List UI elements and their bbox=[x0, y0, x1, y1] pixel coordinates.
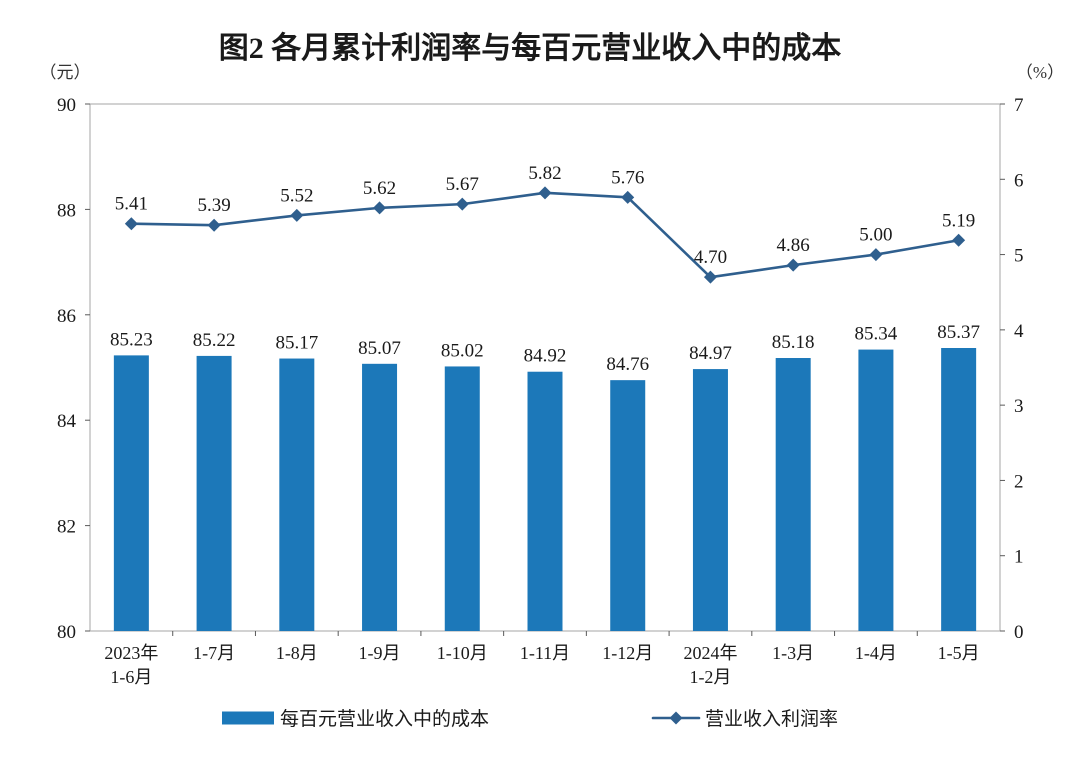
svg-text:5: 5 bbox=[1014, 246, 1024, 267]
svg-text:2024年: 2024年 bbox=[683, 643, 737, 663]
svg-text:85.23: 85.23 bbox=[110, 329, 153, 350]
svg-text:5.62: 5.62 bbox=[363, 178, 396, 199]
svg-text:1-5月: 1-5月 bbox=[938, 643, 980, 663]
svg-text:1-8月: 1-8月 bbox=[276, 643, 318, 663]
svg-text:85.02: 85.02 bbox=[441, 340, 484, 361]
svg-text:5.39: 5.39 bbox=[197, 195, 230, 216]
svg-text:1-3月: 1-3月 bbox=[772, 643, 814, 663]
svg-text:5.67: 5.67 bbox=[446, 174, 479, 195]
svg-text:1: 1 bbox=[1014, 547, 1024, 568]
svg-text:88: 88 bbox=[57, 200, 76, 221]
svg-text:85.07: 85.07 bbox=[358, 338, 401, 359]
svg-text:84.76: 84.76 bbox=[606, 354, 649, 375]
svg-text:每百元营业收入中的成本: 每百元营业收入中的成本 bbox=[280, 708, 489, 730]
svg-text:2023年: 2023年 bbox=[104, 643, 158, 663]
svg-text:90: 90 bbox=[57, 95, 76, 116]
svg-text:84.92: 84.92 bbox=[524, 346, 567, 367]
svg-text:1-10月: 1-10月 bbox=[437, 643, 488, 663]
svg-text:2: 2 bbox=[1014, 471, 1024, 492]
svg-text:5.82: 5.82 bbox=[528, 163, 561, 184]
svg-text:（%）: （%） bbox=[1016, 63, 1064, 82]
svg-text:80: 80 bbox=[57, 622, 76, 643]
svg-text:1-12月: 1-12月 bbox=[602, 643, 653, 663]
svg-text:4.70: 4.70 bbox=[694, 247, 727, 268]
svg-text:82: 82 bbox=[57, 517, 76, 538]
svg-text:5.19: 5.19 bbox=[942, 210, 975, 231]
svg-text:营业收入利润率: 营业收入利润率 bbox=[705, 708, 838, 730]
svg-text:85.22: 85.22 bbox=[193, 330, 236, 351]
svg-text:1-6月: 1-6月 bbox=[110, 667, 152, 687]
svg-text:5.00: 5.00 bbox=[859, 225, 892, 246]
svg-text:1-4月: 1-4月 bbox=[855, 643, 897, 663]
svg-text:1-9月: 1-9月 bbox=[359, 643, 401, 663]
svg-text:1-2月: 1-2月 bbox=[689, 667, 731, 687]
svg-text:7: 7 bbox=[1014, 95, 1024, 116]
svg-text:5.76: 5.76 bbox=[611, 167, 644, 188]
svg-text:86: 86 bbox=[57, 306, 76, 327]
svg-text:5.41: 5.41 bbox=[115, 194, 148, 215]
svg-text:4.86: 4.86 bbox=[777, 235, 810, 256]
svg-text:84: 84 bbox=[57, 411, 77, 432]
svg-text:84.97: 84.97 bbox=[689, 343, 732, 364]
svg-text:6: 6 bbox=[1014, 170, 1024, 191]
svg-text:1-11月: 1-11月 bbox=[520, 643, 570, 663]
svg-text:1-7月: 1-7月 bbox=[193, 643, 235, 663]
svg-text:85.37: 85.37 bbox=[937, 322, 980, 343]
svg-text:0: 0 bbox=[1014, 622, 1024, 643]
svg-text:3: 3 bbox=[1014, 396, 1024, 417]
svg-text:85.18: 85.18 bbox=[772, 332, 815, 353]
svg-text:图2 各月累计利润率与每百元营业收入中的成本: 图2 各月累计利润率与每百元营业收入中的成本 bbox=[219, 31, 842, 65]
svg-text:4: 4 bbox=[1014, 321, 1024, 342]
svg-text:5.52: 5.52 bbox=[280, 185, 313, 206]
svg-text:85.17: 85.17 bbox=[275, 333, 318, 354]
svg-text:（元）: （元） bbox=[40, 63, 91, 82]
svg-text:85.34: 85.34 bbox=[855, 324, 898, 345]
